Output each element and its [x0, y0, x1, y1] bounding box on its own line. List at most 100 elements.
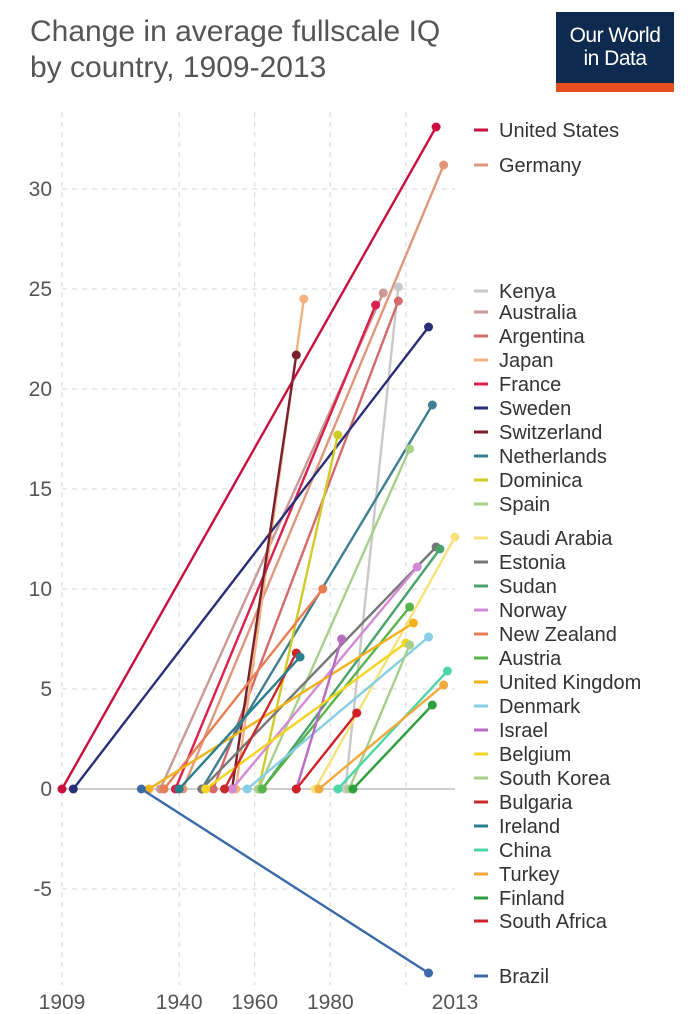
- data-point-israel-1: [337, 634, 347, 644]
- data-point-germany-1: [439, 160, 449, 170]
- legend-label: United States: [499, 120, 619, 142]
- y-tick-label: 5: [40, 678, 52, 701]
- series-finland: [348, 700, 437, 794]
- data-point-japan-1: [299, 294, 309, 304]
- series-line-china: [336, 669, 449, 791]
- data-point-brazil-0: [136, 784, 146, 794]
- legend-item-ireland: Ireland: [474, 816, 560, 838]
- legend-label: Switzerland: [499, 422, 602, 444]
- series-line-turkey: [317, 683, 445, 791]
- data-point-ireland-1: [295, 652, 305, 662]
- legend-item-brazil: Brazil: [474, 966, 549, 988]
- series-line-switzerland: [230, 353, 298, 791]
- legend-label: Argentina: [499, 326, 585, 348]
- legend-item-saudi-arabia: Saudi Arabia: [474, 528, 613, 550]
- data-point-switzerland-1: [291, 350, 301, 360]
- data-point-dominica-1: [333, 430, 343, 440]
- chart-title: Change in average fullscale IQ by countr…: [30, 14, 530, 86]
- legend-item-estonia: Estonia: [474, 552, 567, 574]
- data-point-france-1: [371, 300, 381, 310]
- data-point-spain-1: [405, 444, 415, 454]
- legend-item-belgium: Belgium: [474, 744, 571, 766]
- series-line-finland: [351, 703, 434, 791]
- data-point-turkey-0: [314, 784, 324, 794]
- series-line-kenya: [344, 285, 400, 791]
- tick-layer: 30 25 20 15 10 5 0 -5 1909 1940 1960 1980 2013: [29, 178, 479, 1014]
- chart-title-line-2: by country, 1909-2013: [30, 51, 327, 84]
- y-tick-label: 30: [29, 178, 52, 201]
- legend-item-kenya: Kenya: [474, 281, 557, 303]
- data-point-denmark-1: [424, 632, 434, 642]
- legend-label: Norway: [499, 600, 567, 622]
- series-line-new-zealand: [162, 587, 324, 791]
- legend-label: South Africa: [499, 911, 608, 933]
- legend-item-south-africa: South Africa: [474, 911, 608, 933]
- legend-label: South Korea: [499, 768, 611, 790]
- our-world-in-data-logo[interactable]: Our World in Data: [556, 12, 674, 92]
- legend-label: Ireland: [499, 816, 560, 838]
- data-point-denmark-0: [242, 784, 252, 794]
- legend-item-bulgaria: Bulgaria: [474, 792, 573, 814]
- chart-title-line-1: Change in average fullscale IQ: [30, 15, 441, 48]
- data-point-sweden-0: [68, 784, 78, 794]
- x-tick-label: 2013: [432, 991, 479, 1014]
- legend-label: Israel: [499, 720, 548, 742]
- legend-label: Denmark: [499, 696, 581, 718]
- series-line-sudan: [261, 547, 442, 791]
- data-point-sweden-1: [424, 322, 434, 332]
- logo-text-line-1: Our World: [569, 24, 661, 47]
- legend-label: Brazil: [499, 966, 549, 988]
- series-line-denmark: [245, 635, 430, 791]
- series-china: [333, 666, 452, 794]
- legend-label: Sweden: [499, 398, 571, 420]
- legend-item-united-kingdom: United Kingdom: [474, 672, 641, 694]
- legend-item-dominica: Dominica: [474, 470, 583, 492]
- y-tick-label: 20: [29, 378, 52, 401]
- series-new-zealand: [159, 584, 328, 794]
- data-point-finland-1: [427, 700, 437, 710]
- series-line-france: [174, 303, 377, 791]
- data-point-belgium-0: [201, 784, 211, 794]
- data-point-united-states-1: [431, 122, 441, 132]
- series-layer: [57, 122, 460, 978]
- data-point-sudan-1: [435, 544, 445, 554]
- data-point-saudi-arabia-1: [450, 532, 460, 542]
- legend-label: Spain: [499, 494, 550, 516]
- x-tick-label: 1909: [39, 991, 86, 1014]
- y-tick-label: 10: [29, 578, 52, 601]
- legend-label: Belgium: [499, 744, 571, 766]
- series-sweden: [68, 322, 434, 794]
- y-tick-label: -5: [33, 878, 52, 901]
- data-point-united-kingdom-1: [408, 618, 418, 628]
- series-line-brazil: [140, 787, 430, 975]
- legend-item-turkey: Turkey: [474, 864, 559, 886]
- y-tick-label: 15: [29, 478, 52, 501]
- legend-item-netherlands: Netherlands: [474, 446, 607, 468]
- data-point-new-zealand-1: [318, 584, 328, 594]
- legend-label: Germany: [499, 155, 581, 177]
- series-line-south-africa: [295, 711, 358, 791]
- legend-layer: United States Germany KenyaAustraliaArgent…: [474, 120, 641, 988]
- legend-item-finland: Finland: [474, 888, 565, 910]
- legend-item-japan: Japan: [474, 350, 554, 372]
- series-line-dominica: [257, 433, 340, 791]
- legend-label: Estonia: [499, 552, 567, 574]
- data-point-united-states-0: [57, 784, 67, 794]
- legend-label: Austria: [499, 648, 562, 670]
- legend-item-new-zealand: New Zealand: [474, 624, 617, 646]
- series-turkey: [314, 680, 449, 794]
- legend-item-united-states: United States: [474, 120, 619, 142]
- legend-item-germany: Germany: [474, 155, 581, 177]
- legend-item-sweden: Sweden: [474, 398, 571, 420]
- legend-item-austria: Austria: [474, 648, 562, 670]
- series-united-states: [57, 122, 441, 794]
- data-point-brazil-1: [424, 968, 434, 978]
- legend-item-france: France: [474, 374, 561, 396]
- legend-label: Turkey: [499, 864, 559, 886]
- legend-label: New Zealand: [499, 624, 617, 646]
- data-point-turkey-1: [439, 680, 449, 690]
- legend-item-switzerland: Switzerland: [474, 422, 602, 444]
- legend-label: France: [499, 374, 561, 396]
- x-tick-label: 1940: [156, 991, 203, 1014]
